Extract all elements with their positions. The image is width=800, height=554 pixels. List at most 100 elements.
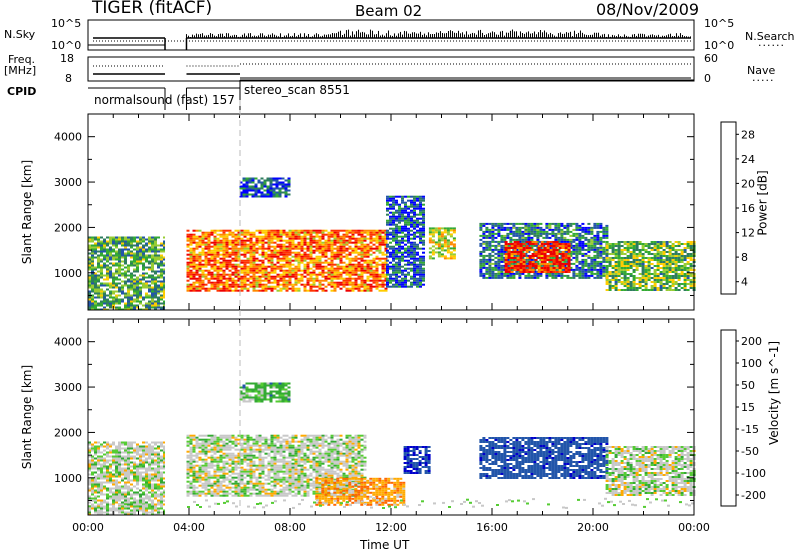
power-cell (401, 199, 404, 202)
power-cell (443, 241, 447, 244)
power-cell (186, 275, 190, 278)
power-cell (506, 276, 510, 279)
power-cell (106, 250, 109, 253)
power-cell (632, 285, 636, 287)
power-cell (572, 238, 576, 241)
power-cell (504, 263, 508, 265)
power-cell (632, 241, 636, 243)
power-cell (213, 261, 217, 264)
power-cell (207, 251, 211, 254)
power-cell (148, 260, 151, 263)
power-cell (345, 229, 349, 232)
power-cell (297, 287, 301, 290)
power-cell (569, 268, 573, 271)
power-cell (404, 207, 407, 210)
power-cell (548, 242, 552, 245)
power-cell (410, 241, 413, 244)
power-cell (581, 254, 585, 257)
power-cell (422, 269, 425, 272)
power-cell (617, 247, 621, 249)
power-cell (297, 257, 301, 260)
power-cell (267, 231, 271, 234)
power-cell (614, 281, 618, 283)
power-cell (124, 302, 127, 305)
power-cell (551, 272, 555, 275)
power-cell (665, 245, 669, 247)
power-cell (488, 266, 492, 269)
power-cell (519, 249, 523, 251)
power-cell (528, 257, 532, 259)
power-cell (452, 243, 456, 246)
power-cell (504, 261, 508, 263)
power-cell (318, 251, 322, 254)
power-cell (510, 257, 514, 259)
power-cell (552, 259, 556, 261)
power-cell (97, 236, 100, 239)
power-cell (482, 250, 486, 253)
power-cell (372, 281, 376, 284)
power-cell (267, 239, 271, 242)
power-cell (413, 209, 416, 212)
power-cell (395, 229, 398, 232)
power-cell (656, 289, 660, 291)
power-cell (395, 257, 398, 260)
power-cell (540, 249, 544, 251)
power-cell (656, 241, 660, 243)
power-cell (422, 251, 425, 254)
power-cell (297, 281, 301, 284)
power-cell (366, 267, 370, 270)
power-cell (121, 284, 124, 287)
power-cell (151, 242, 154, 245)
power-cell (372, 257, 376, 260)
power-cell (327, 257, 331, 260)
power-cell (201, 235, 205, 238)
power-cell (363, 259, 367, 262)
power-cell (276, 253, 280, 256)
power-cell (392, 249, 395, 252)
power-cell (413, 203, 416, 206)
power-cell (614, 261, 618, 263)
power-cell (446, 227, 450, 230)
power-cell (561, 259, 565, 261)
power-cell (516, 263, 520, 265)
power-cell (136, 286, 139, 289)
power-cell (659, 281, 663, 283)
power-cell (279, 257, 283, 260)
power-cell (91, 252, 94, 255)
power-cell (369, 263, 373, 266)
power-cell (650, 263, 654, 265)
power-cell (94, 296, 97, 299)
power-cell (407, 267, 410, 270)
power-cell (288, 287, 292, 290)
power-cell (240, 253, 244, 256)
power-cell (115, 282, 118, 285)
power-cell (303, 265, 307, 268)
power-cell (246, 265, 250, 268)
power-cell (479, 258, 483, 261)
power-cell (557, 232, 561, 235)
power-cell (115, 240, 118, 243)
power-cell (422, 233, 425, 236)
power-cell (500, 234, 504, 237)
power-cell (243, 249, 247, 252)
power-cell (644, 285, 648, 287)
power-cell (536, 222, 540, 225)
power-cell (659, 261, 663, 263)
power-cell (348, 245, 352, 248)
power-cell (516, 267, 520, 269)
power-cell (395, 227, 398, 230)
power-cell (243, 241, 247, 244)
power-cell (644, 265, 648, 267)
power-cell (392, 239, 395, 242)
power-cell (264, 247, 268, 250)
power-cell (671, 269, 675, 271)
power-cell (500, 268, 504, 271)
power-cell (300, 231, 304, 234)
power-cell (375, 241, 379, 244)
power-cell (360, 259, 364, 262)
power-cell (543, 271, 547, 273)
power-cell (674, 259, 678, 261)
power-cell (494, 246, 498, 249)
power-cell (623, 283, 627, 285)
power-cell (638, 259, 642, 261)
